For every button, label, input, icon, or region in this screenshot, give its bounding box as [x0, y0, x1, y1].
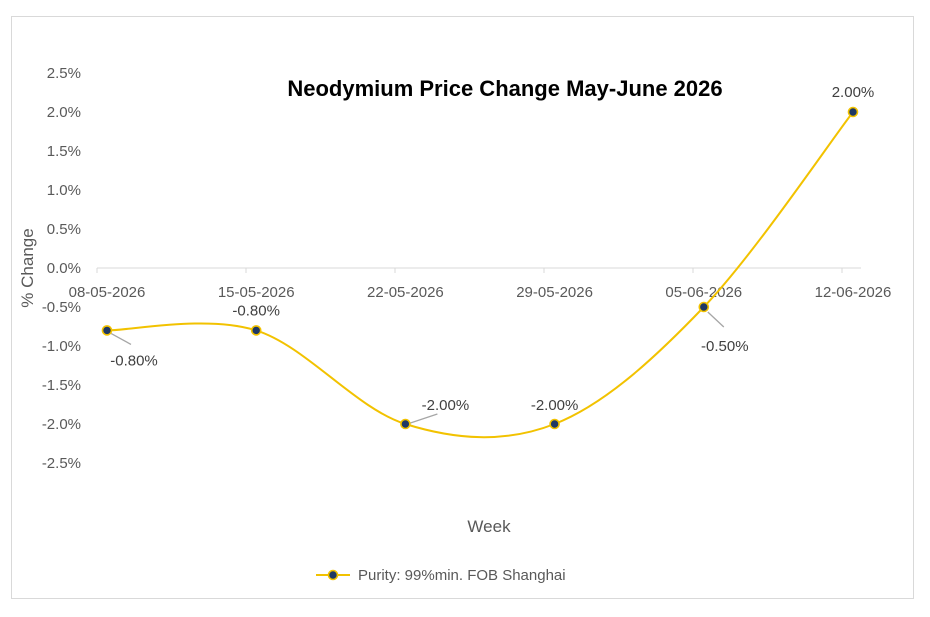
y-tick-label: 1.0% [47, 182, 81, 199]
data-label: -2.00% [422, 397, 470, 414]
x-tick-label: 12-06-2026 [815, 284, 892, 301]
chart-title: Neodymium Price Change May-June 2026 [287, 76, 722, 101]
data-label: -0.50% [701, 338, 749, 355]
x-tick-label: 22-05-2026 [367, 284, 444, 301]
y-tick-label: -2.0% [42, 416, 81, 433]
x-tick-label: 15-05-2026 [218, 284, 295, 301]
x-axis-ticks: 08-05-2026 15-05-2026 22-05-2026 29-05-2026… [69, 268, 892, 301]
leader-line [410, 413, 438, 424]
x-tick-label: 08-05-2026 [69, 284, 146, 301]
data-point [847, 106, 859, 118]
y-axis-title: % Change [18, 228, 37, 307]
chart-frame [11, 16, 914, 599]
leader-line [707, 311, 725, 328]
data-point [250, 325, 262, 336]
data-point [549, 418, 560, 430]
legend: Purity: 99%min. FOB Shanghai [316, 567, 566, 584]
data-label: -0.80% [110, 352, 158, 369]
y-tick-label: 2.0% [47, 104, 81, 121]
data-point [101, 325, 113, 336]
y-tick-label: 2.5% [47, 65, 81, 82]
legend-marker [327, 569, 339, 581]
data-label: 2.00% [832, 84, 875, 101]
data-point [698, 301, 710, 313]
data-labels: -0.80% -0.80% -2.00% -2.00% -0.50% 2.00% [110, 84, 874, 414]
legend-label: Purity: 99%min. FOB Shanghai [358, 567, 566, 584]
data-point [400, 418, 411, 430]
data-label: -2.00% [531, 397, 579, 414]
series-markers [101, 106, 859, 430]
y-tick-label: 0.5% [47, 221, 81, 238]
x-axis-title: Week [467, 517, 511, 536]
data-label: -0.80% [232, 302, 280, 319]
y-tick-label: 1.5% [47, 143, 81, 160]
leader-line [110, 332, 132, 345]
y-tick-label: -1.5% [42, 377, 81, 394]
y-tick-label: -1.0% [42, 338, 81, 355]
x-tick-label: 29-05-2026 [516, 284, 593, 301]
x-tick-label: 05-06-2026 [665, 284, 742, 301]
y-tick-label: -0.5% [42, 299, 81, 316]
y-tick-label: 0.0% [47, 260, 81, 277]
data-label-leaders [110, 311, 725, 424]
y-axis-ticks: 2.5% 2.0% 1.5% 1.0% 0.5% 0.0% -0.5% -1.0% -1.5% -… [42, 65, 81, 472]
y-tick-label: -2.5% [42, 455, 81, 472]
series-line [106, 111, 854, 439]
